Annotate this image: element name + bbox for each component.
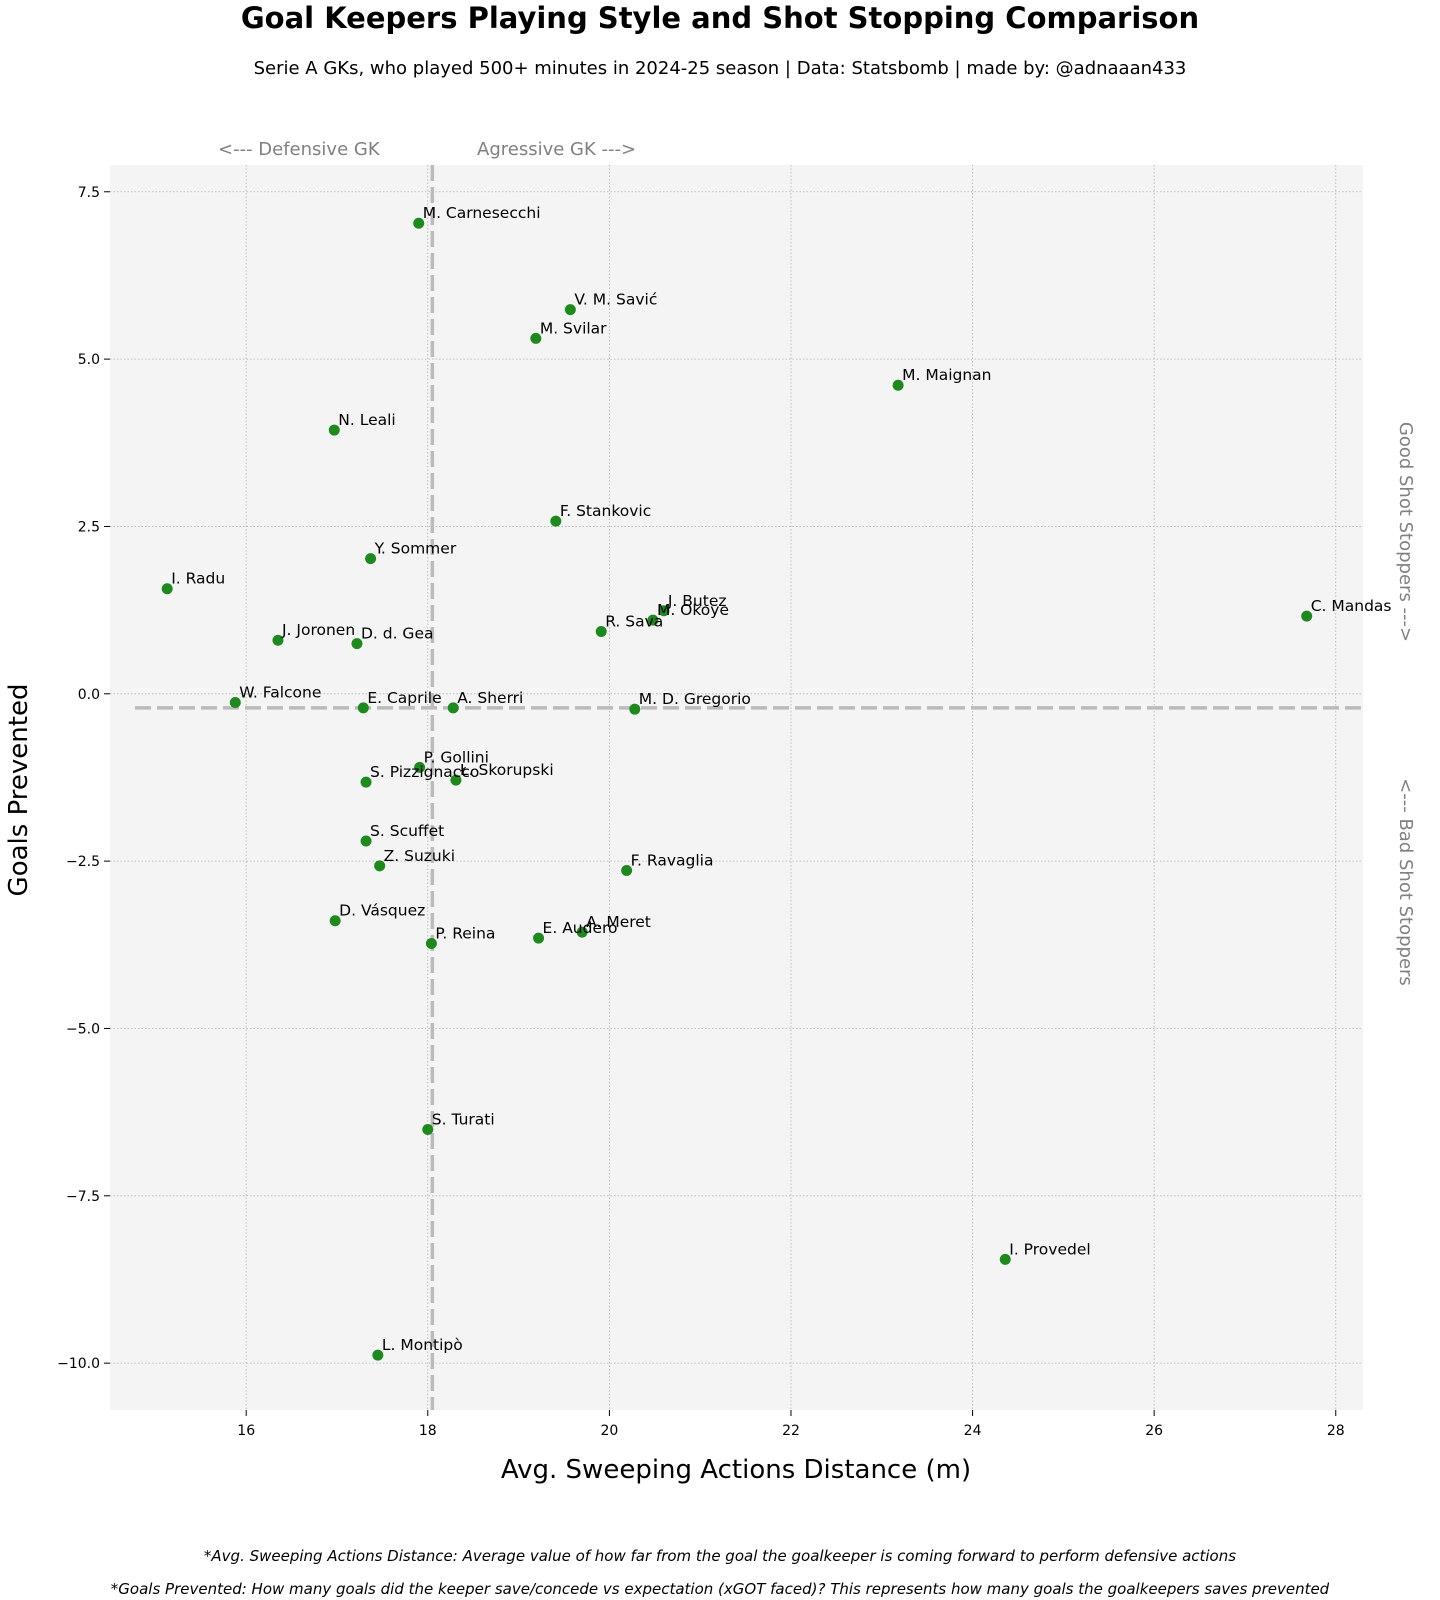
data-point (365, 553, 377, 565)
plot-area (110, 165, 1363, 1410)
data-point (892, 379, 904, 391)
data-point (595, 626, 607, 638)
y-tick-label: −10.0 (57, 1356, 100, 1372)
point-label: J. Butez (667, 592, 727, 610)
point-label: Y. Sommer (374, 540, 457, 558)
point-label: F. Ravaglia (631, 852, 714, 870)
point-label: N. Leali (338, 411, 395, 429)
point-label: I. Provedel (1009, 1240, 1090, 1258)
point-label: M. D. Gregorio (639, 690, 751, 708)
point-label: S. Turati (432, 1111, 495, 1129)
data-point (329, 915, 341, 927)
point-label: F. Stankovic (560, 502, 651, 520)
data-point (413, 217, 425, 229)
y-tick-label: 2.5 (78, 519, 100, 535)
point-label: D. Vásquez (339, 902, 425, 920)
x-tick-label: 20 (600, 1423, 618, 1439)
point-label: A. Sherri (457, 689, 523, 707)
reference-lines (135, 165, 1363, 1410)
good-shot-stoppers-label: Good Shot Stoppers ---> (1395, 422, 1416, 642)
y-tick-label: −2.5 (66, 854, 100, 870)
data-point (414, 761, 426, 773)
data-point (372, 1349, 384, 1361)
point-label: C. Mandas (1311, 597, 1392, 615)
point-label: M. Maignan (902, 366, 991, 384)
x-tick-label: 18 (419, 1423, 437, 1439)
y-axis-label: Goals Prevented (4, 684, 34, 897)
chart-subtitle: Serie A GKs, who played 500+ minutes in … (254, 58, 1187, 79)
bad-shot-stoppers-label: <--- Bad Shot Stoppers (1395, 778, 1416, 986)
data-point (328, 424, 340, 436)
y-tick-label: −7.5 (66, 1189, 100, 1205)
point-label: V. M. Savić (574, 291, 657, 309)
x-tick-label: 28 (1327, 1423, 1345, 1439)
data-point (658, 605, 670, 617)
y-tick-label: 5.0 (78, 352, 100, 368)
defensive-gk-label: <--- Defensive GK (218, 139, 381, 160)
point-label: R. Sava (605, 613, 663, 631)
grid-lines (110, 165, 1363, 1410)
point-label: J. Joronen (281, 621, 355, 639)
y-tick-label: 0.0 (78, 687, 100, 703)
point-label: E. Audero (543, 919, 618, 937)
point-label: S. Scuffet (370, 822, 444, 840)
data-point (647, 614, 659, 626)
x-tick-label: 24 (964, 1423, 982, 1439)
data-point (550, 515, 562, 527)
y-tick-label: 7.5 (78, 185, 100, 201)
point-label: S. Pizzignacco (370, 763, 479, 781)
data-point (425, 937, 437, 949)
point-label: P. Reina (435, 924, 495, 942)
point-label: E. Caprile (367, 689, 441, 707)
point-label: D. d. Gea (361, 625, 434, 643)
data-point (576, 926, 588, 938)
data-point (229, 696, 241, 708)
point-label: L. Montipò (382, 1336, 463, 1354)
aggressive-gk-label: Agressive GK ---> (477, 139, 636, 160)
point-label: W. Falcone (239, 683, 321, 701)
data-points (161, 217, 1313, 1361)
chart-title: Goal Keepers Playing Style and Shot Stop… (241, 1, 1199, 35)
y-tick-label: −5.0 (66, 1021, 100, 1037)
point-label: M. Svilar (540, 319, 607, 337)
point-label: Z. Suzuki (384, 847, 455, 865)
point-label: M. Carnesecchi (423, 204, 541, 222)
point-label: Ł. Skorupski (459, 761, 554, 779)
data-point (999, 1253, 1011, 1265)
data-point (530, 332, 542, 344)
data-point (360, 835, 372, 847)
footnote-sweeping-distance: *Avg. Sweeping Actions Distance: Average… (204, 1547, 1236, 1565)
x-tick-label: 26 (1145, 1423, 1163, 1439)
data-point (629, 703, 641, 715)
point-labels: M. Carnesecchi V. M. Savić M. Svilar M. Mai… (171, 204, 1391, 1354)
x-axis-label: Avg. Sweeping Actions Distance (m) (501, 1455, 971, 1485)
axis-ticks: 16 18 20 22 24 26 28 7.5 5.0 2.5 0.0 −2.5 −5.0 −7.5 −1… (57, 185, 1345, 1439)
point-label: M. Okoye (657, 601, 729, 619)
point-label: P. Gollini (424, 748, 489, 766)
data-point (374, 860, 386, 872)
data-point (161, 583, 173, 595)
data-point (360, 776, 372, 788)
x-tick-label: 22 (782, 1423, 800, 1439)
data-point (450, 774, 462, 786)
data-point (351, 638, 363, 650)
data-point (272, 634, 284, 646)
footnote-goals-prevented: *Goals Prevented: How many goals did the… (111, 1580, 1330, 1598)
point-label: A. Meret (586, 913, 651, 931)
x-tick-label: 16 (237, 1423, 255, 1439)
data-point (357, 702, 369, 714)
data-point (447, 702, 459, 714)
data-point (621, 865, 633, 876)
point-label: I. Radu (171, 570, 225, 588)
data-point (422, 1124, 434, 1136)
data-point (1301, 610, 1313, 622)
data-point (564, 304, 576, 316)
data-point (533, 932, 545, 944)
